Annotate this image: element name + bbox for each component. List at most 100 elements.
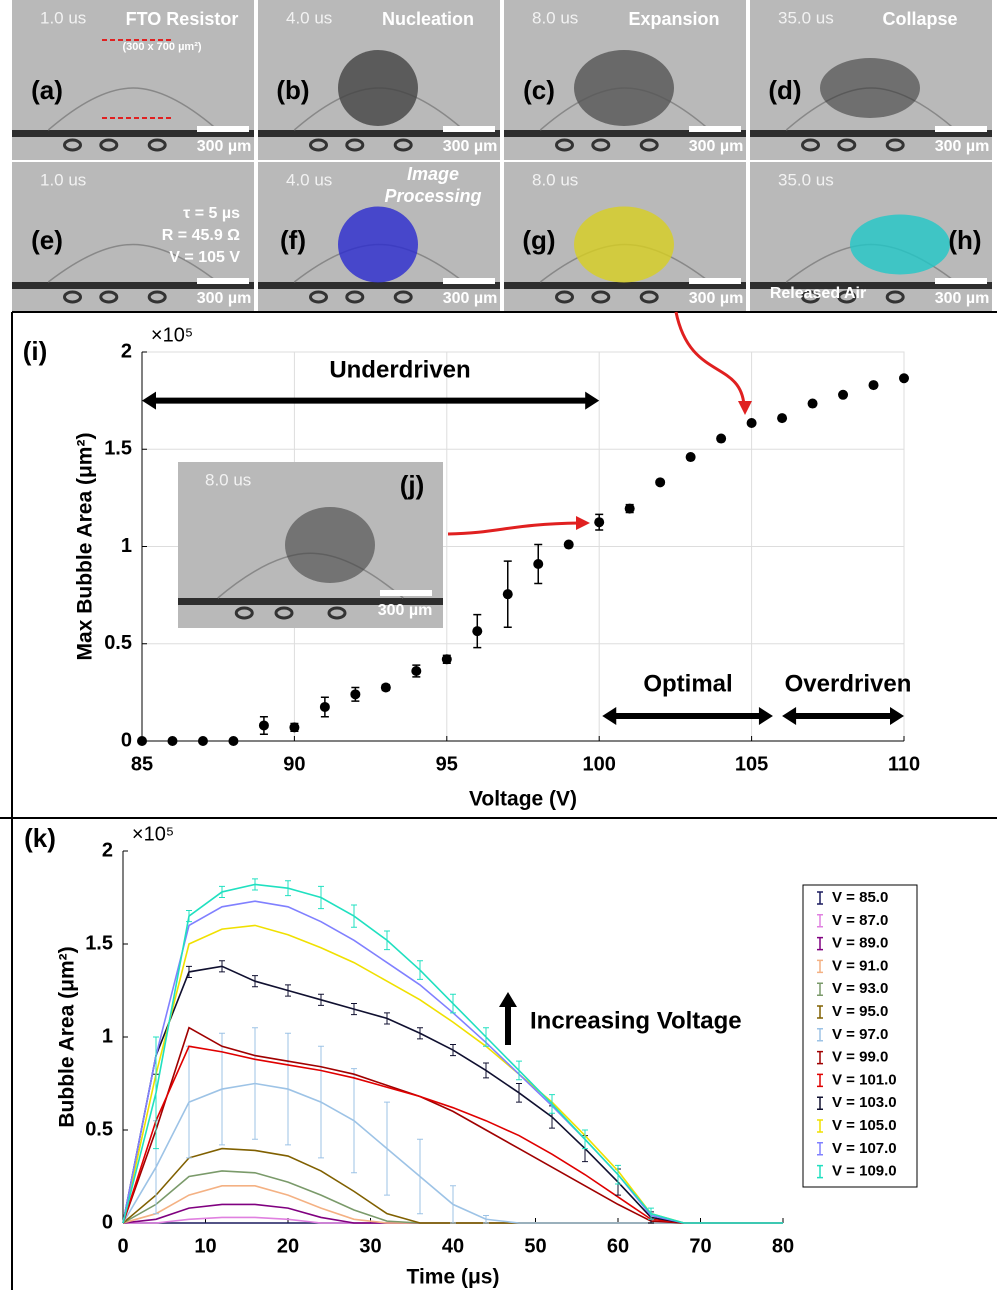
error-bar [318, 885, 324, 910]
bubble [850, 214, 950, 275]
particle [639, 290, 659, 304]
particle [639, 138, 659, 152]
scale-bar [380, 590, 432, 596]
parameter: V = 105 V [169, 249, 240, 266]
x-tick-label: 40 [442, 1235, 464, 1257]
panel-label: (h) [948, 225, 981, 255]
data-point [258, 720, 269, 731]
error-bar [351, 1068, 357, 1174]
bubble [285, 507, 375, 583]
time-label: 35.0 us [778, 170, 834, 189]
x-axis-label: Time (μs) [407, 1266, 500, 1289]
parameter: τ = 5 µs [183, 205, 240, 222]
panel-title: Image [407, 164, 459, 184]
channel-wall [504, 130, 746, 137]
panel-note: Released Air [770, 285, 866, 302]
x-tick-label: 100 [583, 753, 616, 775]
error-bar [285, 1032, 291, 1146]
legend-label: V = 107.0 [832, 1140, 897, 1157]
data-point [868, 380, 879, 391]
y-tick-label: 0 [102, 1211, 113, 1233]
error-bar [219, 885, 225, 898]
y-tick-label: 2 [102, 839, 113, 861]
error-bar [582, 1129, 588, 1150]
error-bar [648, 1207, 654, 1220]
bubble [338, 206, 418, 283]
error-bar [318, 1045, 324, 1159]
error-bar [285, 984, 291, 997]
channel-wall [12, 130, 254, 137]
data-point [716, 433, 727, 444]
error-bar [450, 1043, 456, 1057]
bubble [338, 50, 418, 126]
annotation: Underdriven [329, 356, 470, 383]
particle [345, 138, 365, 152]
time-label: 8.0 us [205, 470, 251, 489]
error-bar [252, 975, 258, 988]
particle [885, 290, 905, 304]
panel-label: (c) [523, 75, 555, 105]
particle [837, 138, 857, 152]
x-tick-label: 95 [436, 753, 458, 775]
legend-swatch [817, 914, 823, 928]
scale-label: 300 µm [197, 138, 252, 155]
scale-bar [689, 278, 741, 284]
data-point [380, 682, 391, 693]
bubble [820, 58, 920, 118]
error-bar [153, 1036, 159, 1150]
time-label: 1.0 us [40, 170, 86, 189]
legend-swatch [817, 982, 823, 996]
channel-wall [258, 282, 500, 289]
error-bar [450, 993, 456, 1014]
error-bar [450, 1185, 456, 1224]
scale-label: 300 µm [443, 138, 498, 155]
legend-swatch [817, 891, 823, 905]
arrow-head [602, 707, 617, 725]
legend-swatch [817, 1119, 823, 1133]
panel-title: FTO Resistor [126, 9, 239, 29]
x-tick-label: 30 [359, 1235, 381, 1257]
scale-bar [689, 126, 741, 132]
plot-area [123, 851, 783, 1223]
channel-wall [750, 282, 992, 289]
data-point [624, 503, 635, 514]
particle [99, 290, 119, 304]
particle [309, 138, 328, 152]
particle [837, 290, 857, 304]
arrow-head [758, 707, 773, 725]
error-bar [252, 878, 258, 891]
data-point [228, 736, 239, 746]
legend-swatch [817, 1073, 823, 1088]
y-tick-label: 2 [121, 340, 132, 362]
error-bar [417, 1138, 423, 1215]
pointer-arrow [674, 311, 746, 406]
x-axis-label: Voltage (V) [469, 788, 577, 811]
arrow-head [890, 707, 904, 725]
particle [555, 290, 574, 304]
error-bar [384, 1101, 390, 1196]
particle [274, 606, 294, 620]
x-tick-label: 90 [283, 753, 305, 775]
axis-multiplier: ×10⁵ [151, 324, 193, 346]
annotation: Optimal [643, 670, 732, 697]
particle [309, 290, 328, 304]
legend-label: V = 91.0 [832, 957, 888, 974]
data-point [197, 736, 208, 746]
error-bar [219, 960, 225, 973]
legend-label: V = 99.0 [832, 1049, 888, 1066]
scale-label: 300 µm [935, 138, 990, 155]
time-label: 8.0 us [532, 170, 578, 189]
legend-label: V = 89.0 [832, 935, 888, 952]
resistor-outline-red [102, 39, 172, 119]
particle [555, 138, 574, 152]
particle [885, 138, 905, 152]
scale-bar [197, 278, 249, 284]
legend-label: V = 103.0 [832, 1094, 897, 1111]
particle [393, 290, 413, 304]
y-tick-label: 0 [121, 729, 132, 751]
scale-label: 300 µm [935, 290, 990, 307]
data-point [746, 417, 757, 428]
legend-label: V = 87.0 [832, 912, 888, 929]
error-bar [516, 1083, 522, 1103]
error-bar [285, 880, 291, 897]
